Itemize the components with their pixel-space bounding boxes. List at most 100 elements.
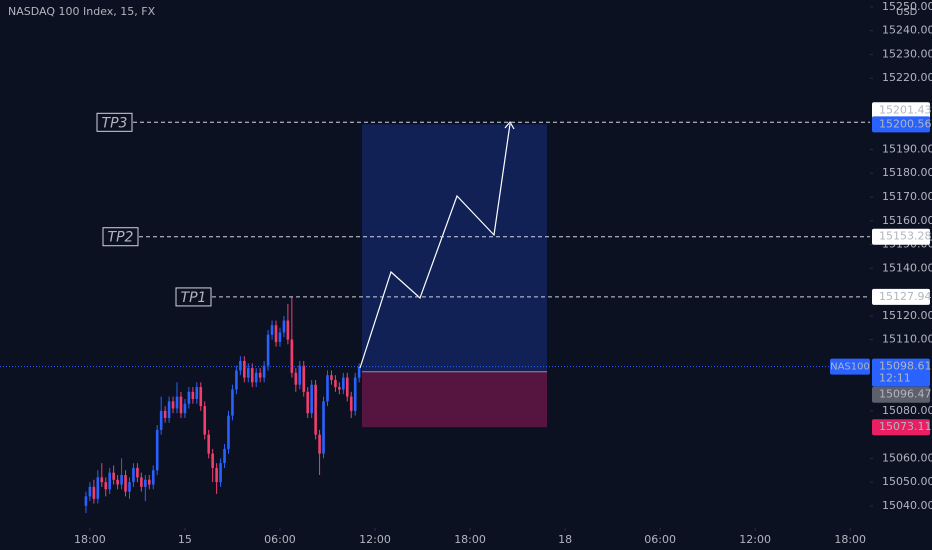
y-tick-label: 15230.00 [882,47,932,60]
candle-body [175,396,179,409]
candle-body [116,479,119,485]
candle-body [349,396,353,411]
level-label: TP1 [181,290,207,306]
candle-body [163,410,167,418]
y-tick-label: 15180.00 [882,166,932,179]
x-tick-label: 06:00 [644,533,676,546]
candle-body [250,368,254,383]
y-tick-label: 15160.00 [882,214,932,227]
candle-body [215,467,218,483]
candle-body [199,387,203,407]
y-tick-label: 15080.00 [882,404,932,417]
candle-body [92,486,96,499]
candle-body [191,391,195,399]
candle-body [203,406,207,435]
stop-price-tag-box [872,419,930,436]
candle-body [179,396,183,414]
candle-body [120,475,123,485]
candle-body [274,325,278,342]
candle-body [294,372,298,385]
candle-body [183,403,187,414]
candle-body [100,477,104,483]
candle-body [167,401,171,418]
projection-path [359,123,511,369]
level-price-tag-box [872,228,930,245]
level-price-tag: 15201.43 [879,103,932,116]
level-label: TP3 [102,115,128,131]
candle-body [171,401,175,409]
level-label-box [175,287,212,307]
stop-price-tag: 15073.11 [879,420,932,433]
candle-body [345,377,349,397]
level-price-tag-box [872,288,930,305]
profit-zone [362,124,547,372]
level-price-tag: 15153.28 [879,230,932,243]
x-tick-label: 15 [178,533,192,546]
x-tick-label: 18:00 [834,533,866,546]
entry-price-tag-box [872,386,930,403]
candle-body [310,384,313,414]
candle-body [235,370,238,390]
x-tick-label: 18 [558,533,572,546]
y-tick-label: 15050.00 [882,475,932,488]
candle-body [104,482,108,490]
candle-body [342,377,345,390]
position-zone [362,124,547,428]
candle-body [219,463,222,483]
y-tick-label: 15170.00 [882,190,932,203]
x-tick-label: 12:00 [359,533,391,546]
last-price-tag: 15098.61 [879,360,932,373]
candle-body [140,477,143,487]
x-tick-label: 18:00 [454,533,486,546]
candle-body [326,375,329,402]
candle-body [302,365,306,392]
entry-price-tag: 15096.47 [879,388,932,401]
candle-body [223,448,226,464]
candle-body [243,360,246,378]
candle-body [211,453,214,468]
candle-body [136,467,139,478]
candle-body [207,434,210,454]
countdown: 12:11 [879,372,911,385]
candle-body [155,429,159,471]
candle-body [88,486,92,497]
y-tick-label: 15250.00 [882,0,932,13]
x-tick-label: 18:00 [74,533,106,546]
y-tick-label: 15220.00 [882,71,932,84]
y-tick-label: 15120.00 [882,309,932,322]
candle-body [151,470,155,485]
candle-body [330,375,333,380]
candle-body [286,320,290,340]
candle-body [231,389,234,416]
annotations: TP3 TP2 TP1 [0,112,870,369]
y-tick-label: 15140.00 [882,261,932,274]
candle-body [353,377,357,411]
candle-body [108,472,111,490]
x-tick-label: 06:00 [264,533,296,546]
y-tick-label: 15040.00 [882,499,932,512]
candle-body [266,334,270,366]
candle-body [227,415,230,449]
candle-body [112,472,115,480]
level-label-box [96,112,133,132]
x-tick-label: 12:00 [739,533,771,546]
symbol-label: NAS100 [830,362,870,373]
candles [84,296,361,514]
candle-body [357,366,361,378]
projection-arrowhead [504,120,515,130]
currency-label: USD [896,7,918,18]
candle-body [306,391,309,414]
target-price-tag: 15200.56 [879,117,932,130]
candle-body [187,391,191,404]
candle-body [314,384,317,435]
y-tick-label: 15060.00 [882,451,932,464]
level-label: TP2 [108,230,134,246]
loss-zone [362,371,547,428]
y-tick-label: 15240.00 [882,24,932,37]
candle-body [334,379,337,388]
candle-body [318,434,321,454]
symbol-box [830,358,870,375]
candle-body [124,475,127,492]
candle-body [159,410,163,430]
